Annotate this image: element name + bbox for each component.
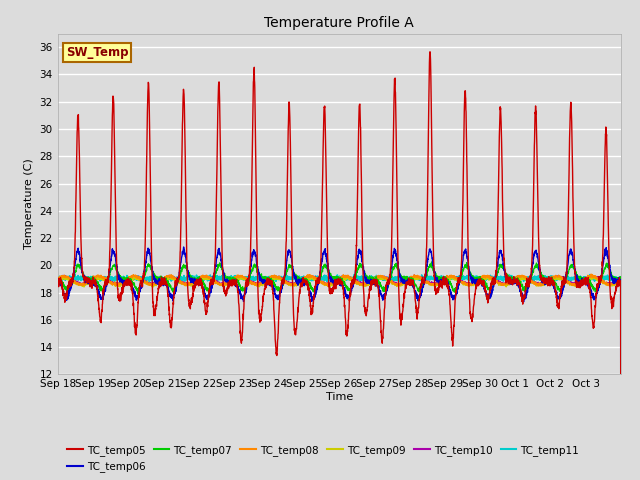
TC_temp06 xyxy=(497,248,505,254)
TC_temp11 xyxy=(611,275,619,281)
TC_temp05 xyxy=(497,119,505,124)
TC_temp08 xyxy=(169,274,177,280)
TC_temp05 xyxy=(531,118,539,124)
TC_temp05 xyxy=(426,49,434,55)
TC_temp07 xyxy=(531,263,539,269)
TC_temp08 xyxy=(412,274,419,279)
TC_temp06 xyxy=(54,278,61,284)
TC_temp11 xyxy=(617,276,625,281)
TC_temp09 xyxy=(132,274,140,279)
TC_temp06 xyxy=(180,244,188,250)
TC_temp10 xyxy=(54,276,61,282)
TC_temp11 xyxy=(461,275,469,280)
TC_temp05 xyxy=(461,88,469,94)
TC_temp06 xyxy=(412,288,419,294)
TC_temp09 xyxy=(170,276,177,281)
TC_temp07 xyxy=(169,285,177,291)
TC_temp10 xyxy=(169,275,177,281)
TC_temp07 xyxy=(412,282,419,288)
X-axis label: Time: Time xyxy=(326,392,353,402)
TC_temp07 xyxy=(428,259,435,265)
TC_temp08 xyxy=(461,281,469,287)
TC_temp11 xyxy=(54,277,61,283)
TC_temp05 xyxy=(412,298,419,304)
TC_temp09 xyxy=(80,284,88,290)
Legend: TC_temp05, TC_temp06, TC_temp07, TC_temp08, TC_temp09, TC_temp10, TC_temp11: TC_temp05, TC_temp06, TC_temp07, TC_temp… xyxy=(63,441,584,476)
TC_temp07 xyxy=(461,263,469,268)
TC_temp08 xyxy=(531,280,538,286)
TC_temp10 xyxy=(461,280,469,286)
TC_temp08 xyxy=(617,276,625,281)
TC_temp11 xyxy=(531,276,539,282)
TC_temp08 xyxy=(606,283,614,289)
Y-axis label: Temperature (C): Temperature (C) xyxy=(24,158,34,250)
TC_temp08 xyxy=(611,280,619,286)
Line: TC_temp09: TC_temp09 xyxy=(58,276,621,287)
TC_temp10 xyxy=(611,280,619,286)
TC_temp06 xyxy=(531,250,539,256)
Line: TC_temp10: TC_temp10 xyxy=(58,275,621,286)
TC_temp06 xyxy=(169,298,177,304)
Title: Temperature Profile A: Temperature Profile A xyxy=(264,16,414,30)
TC_temp10 xyxy=(410,272,418,278)
TC_temp11 xyxy=(188,279,196,285)
TC_temp08 xyxy=(588,271,595,277)
TC_temp09 xyxy=(412,275,420,281)
TC_temp11 xyxy=(497,276,505,282)
TC_temp09 xyxy=(617,278,625,284)
Line: TC_temp07: TC_temp07 xyxy=(58,262,621,480)
TC_temp10 xyxy=(617,276,625,281)
TC_temp11 xyxy=(169,275,177,281)
Line: TC_temp06: TC_temp06 xyxy=(58,247,621,480)
TC_temp06 xyxy=(461,247,469,253)
TC_temp05 xyxy=(169,305,177,311)
TC_temp11 xyxy=(71,271,79,277)
TC_temp08 xyxy=(497,280,505,286)
TC_temp07 xyxy=(54,276,61,282)
TC_temp09 xyxy=(497,282,505,288)
TC_temp07 xyxy=(497,263,505,269)
Line: TC_temp08: TC_temp08 xyxy=(58,274,621,286)
TC_temp09 xyxy=(611,282,619,288)
TC_temp10 xyxy=(325,283,333,288)
TC_temp09 xyxy=(531,281,539,287)
TC_temp05 xyxy=(611,291,618,297)
Line: TC_temp05: TC_temp05 xyxy=(58,52,621,480)
TC_temp09 xyxy=(54,277,61,283)
Line: TC_temp11: TC_temp11 xyxy=(58,274,621,282)
TC_temp11 xyxy=(412,276,420,282)
TC_temp10 xyxy=(412,273,420,279)
TC_temp05 xyxy=(54,281,61,287)
TC_temp10 xyxy=(531,279,539,285)
TC_temp08 xyxy=(54,275,61,280)
TC_temp10 xyxy=(497,281,505,287)
TC_temp09 xyxy=(461,280,469,286)
TC_temp07 xyxy=(611,276,618,282)
Text: SW_Temp: SW_Temp xyxy=(66,46,129,59)
TC_temp06 xyxy=(611,277,618,283)
